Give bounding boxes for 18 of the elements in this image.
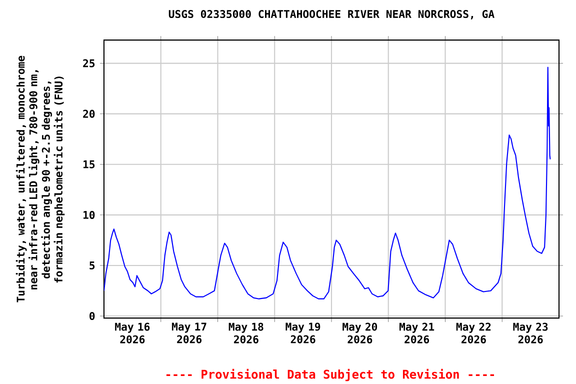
y-tick-label: 15 [83, 160, 95, 168]
y-tick-label: 25 [83, 59, 95, 68]
x-tick-label: May 18 2026 [228, 322, 264, 344]
x-tick-label: May 22 2026 [456, 322, 491, 344]
text: ---- Provisional Data Subject to Revision ---- [166, 368, 494, 382]
chart-title: USGS 02335000 CHATTAHOOCHEE RIVER NEAR NORCROSS, GA [168, 10, 494, 20]
x-tick-label: May 17 2026 [172, 322, 206, 344]
line-series [104, 66, 551, 300]
y-tick-label: 0 [90, 312, 95, 320]
y-tick-label: 5 [90, 262, 95, 270]
x-tick-label: May 23 2026 [513, 322, 548, 344]
x-tick-label: May 20 2026 [342, 322, 378, 344]
y-tick-label: 20 [83, 110, 95, 118]
x-tick-label: May 19 2026 [286, 322, 320, 344]
x-tick-label: May 21 2026 [399, 322, 434, 344]
y-tick-label: 10 [83, 210, 95, 219]
x-tick-label: May 16 2026 [115, 322, 150, 344]
y-axis-title: Turbidity, water, unfiltered, monochrome near infra-red LED light, 780-900 nm, detection angle 90 +-2.5 degrees, formazin nephelometric units (FNU) [16, 56, 65, 302]
